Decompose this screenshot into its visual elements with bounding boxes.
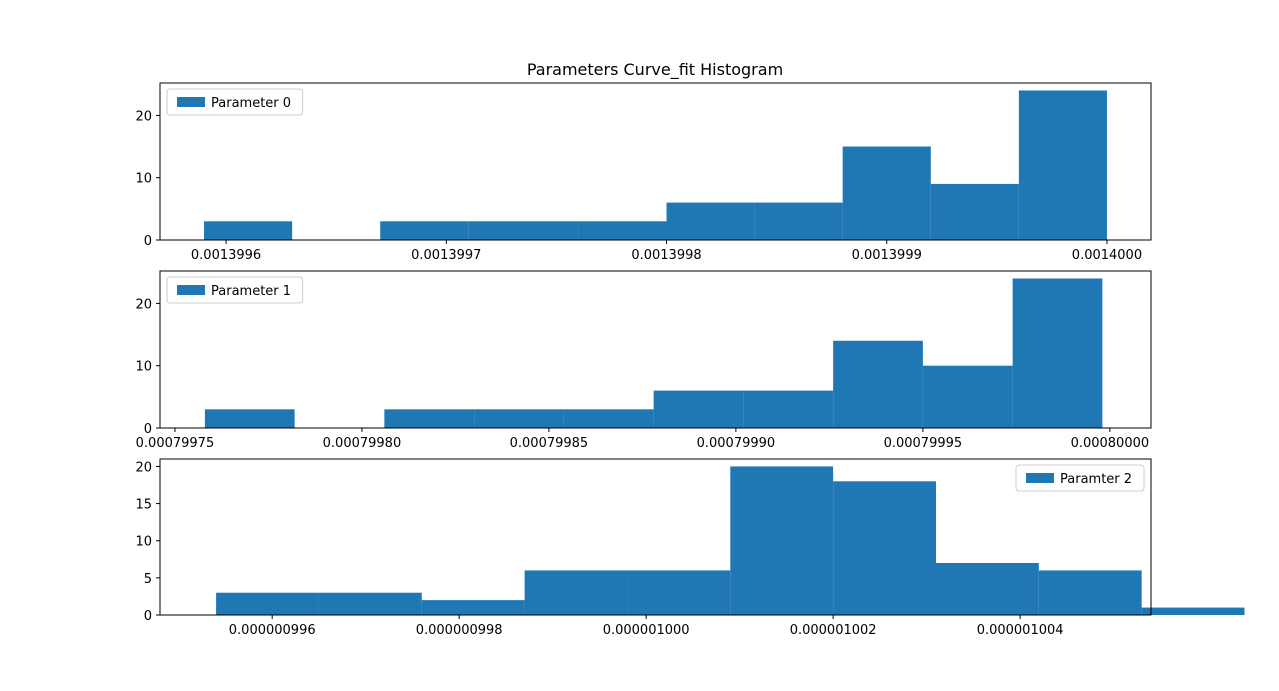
histogram-bar — [833, 340, 923, 428]
x-tick-label: 0.0013996 — [191, 248, 261, 263]
x-tick-label: 0.000000996 — [229, 623, 316, 638]
histogram-bar — [743, 390, 834, 428]
x-tick-label: 0.000001000 — [603, 623, 690, 638]
x-tick-label: 0.00079995 — [884, 436, 963, 451]
x-tick-label: 0.0014000 — [1072, 248, 1142, 263]
y-tick-label: 15 — [135, 498, 152, 513]
y-tick-label: 0 — [144, 609, 152, 624]
x-tick-label: 0.00079990 — [697, 436, 776, 451]
legend-label: Paramter 2 — [1060, 472, 1132, 487]
histogram-bar — [842, 146, 931, 240]
histogram-bar — [380, 221, 469, 240]
legend-swatch — [177, 97, 205, 107]
x-tick-label: 0.000001004 — [977, 623, 1064, 638]
y-tick-label: 20 — [135, 109, 152, 124]
y-tick-label: 20 — [135, 460, 152, 475]
y-tick-label: 5 — [144, 572, 152, 587]
legend-label: Parameter 0 — [211, 96, 291, 111]
x-tick-label: 0.00079980 — [323, 436, 402, 451]
histogram-bar — [421, 600, 525, 615]
histogram-bar — [1141, 607, 1245, 615]
histogram-bar — [318, 592, 422, 615]
histogram-bar — [935, 563, 1039, 615]
x-tick-label: 0.00079985 — [510, 436, 589, 451]
subplot-2: 0.000000996 0.000000998 0.000001000 0.00000… — [135, 458, 1245, 638]
legend-swatch — [1026, 473, 1054, 483]
x-tick-label: 0.000001002 — [790, 623, 877, 638]
x-tick-label: 0.0013998 — [631, 248, 701, 263]
histogram-bar — [204, 221, 293, 240]
legend-box — [166, 88, 304, 116]
histogram-bar — [653, 390, 744, 428]
y-tick-label: 10 — [135, 360, 152, 375]
histogram-bar — [833, 481, 936, 615]
legend: Paramter 2 — [1015, 464, 1145, 492]
legend: Parameter 0 — [166, 88, 304, 116]
y-tick-label: 20 — [135, 297, 152, 312]
subplot-0: 0.0013996 0.0013997 0.0013998 0.0013999 0.00… — [135, 82, 1152, 263]
histogram-bar — [922, 365, 1013, 428]
histogram-bar — [578, 221, 667, 240]
figure-title: Parameters Curve_fit Histogram — [527, 60, 783, 80]
histogram-bar — [384, 409, 475, 428]
x-tick-label: 0.00079975 — [136, 436, 215, 451]
histogram-bar — [468, 221, 579, 240]
subplot-1: 0.00079975 0.00079980 0.00079985 0.00079990… — [135, 270, 1152, 451]
legend-box — [166, 276, 304, 304]
x-tick-label: 0.0013999 — [852, 248, 922, 263]
axes-frame — [159, 82, 1152, 241]
histogram-bar — [754, 202, 843, 240]
histogram-bar — [524, 570, 628, 615]
legend-box — [1015, 464, 1145, 492]
histogram-bar — [1038, 570, 1142, 615]
histogram-bar — [1018, 90, 1107, 240]
legend: Parameter 1 — [166, 276, 304, 304]
histogram-bar — [563, 409, 654, 428]
y-tick-label: 10 — [135, 172, 152, 187]
y-tick-label: 10 — [135, 535, 152, 550]
x-tick-label: 0.00080000 — [1071, 436, 1150, 451]
x-tick-label: 0.000000998 — [416, 623, 503, 638]
histogram-bar — [204, 409, 295, 428]
histogram-bar — [627, 570, 731, 615]
histogram-bar — [730, 466, 834, 615]
histogram-bar — [474, 409, 564, 428]
axes-frame — [159, 458, 1152, 616]
histogram-bar — [1012, 278, 1103, 428]
legend-swatch — [177, 285, 205, 295]
y-tick-label: 0 — [144, 234, 152, 249]
axes-frame — [159, 270, 1152, 429]
histogram-bar — [666, 202, 755, 240]
y-tick-label: 0 — [144, 422, 152, 437]
histogram-bar — [216, 592, 319, 615]
histogram-bar — [930, 183, 1019, 240]
legend-label: Parameter 1 — [211, 284, 291, 299]
x-tick-label: 0.0013997 — [411, 248, 481, 263]
